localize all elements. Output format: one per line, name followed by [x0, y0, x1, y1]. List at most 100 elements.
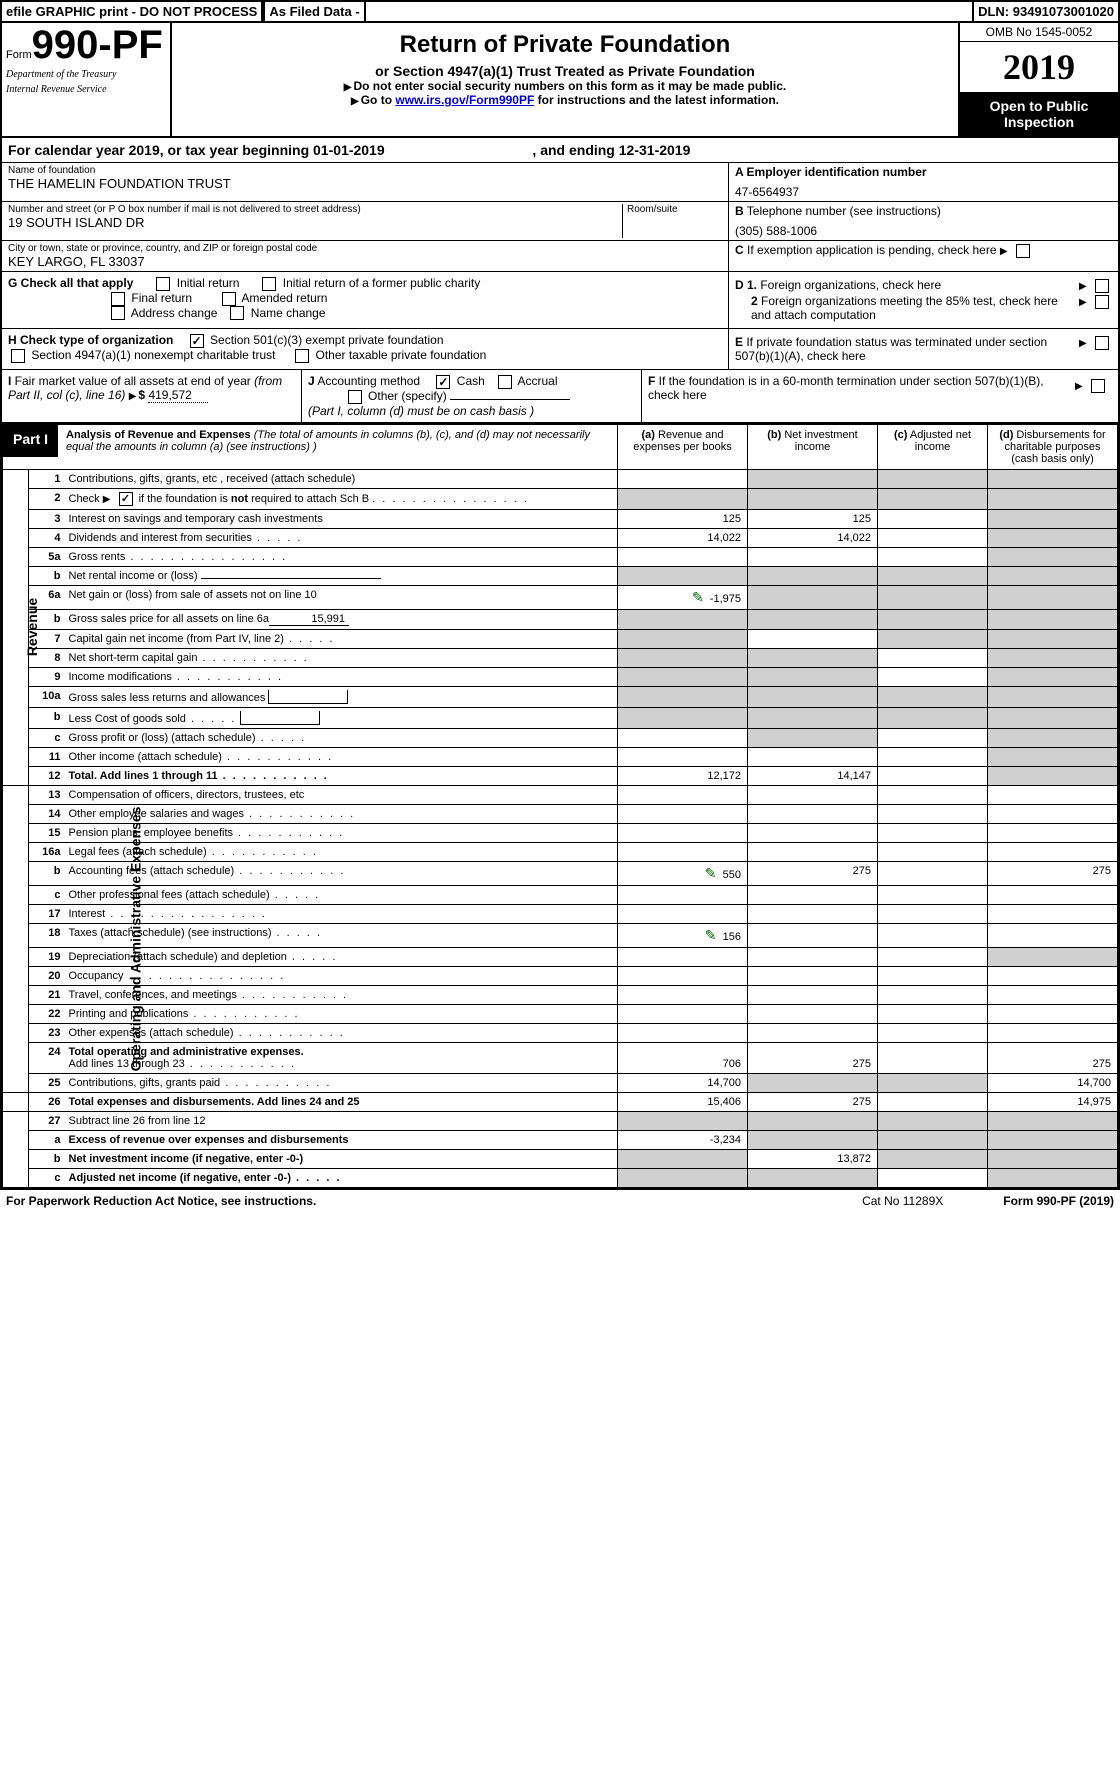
row-8: 8Net short-term capital gain	[3, 648, 1118, 667]
street-address: 19 SOUTH ISLAND DR	[8, 215, 622, 230]
row-17: 17Interest	[3, 904, 1118, 923]
checkbox-other-taxable[interactable]	[295, 349, 309, 363]
row-6b: bGross sales price for all assets on lin…	[3, 609, 1118, 629]
row-10c: cGross profit or (loss) (attach schedule…	[3, 728, 1118, 747]
checkbox-e[interactable]	[1095, 336, 1109, 350]
attach-icon[interactable]: ✎	[692, 589, 704, 605]
calendar-year-row: For calendar year 2019, or tax year begi…	[2, 138, 1118, 163]
name-ein-row: Name of foundation THE HAMELIN FOUNDATIO…	[2, 163, 1118, 202]
form-footer: Form 990-PF (2019)	[1003, 1194, 1114, 1208]
checkbox-final-return[interactable]	[111, 292, 125, 306]
row-19: 19Depreciation (attach schedule) and dep…	[3, 947, 1118, 966]
row-16c: cOther professional fees (attach schedul…	[3, 885, 1118, 904]
instr-1: Do not enter social security numbers on …	[176, 79, 954, 93]
dln-label: DLN:	[978, 4, 1009, 19]
row-4: 4Dividends and interest from securities …	[3, 528, 1118, 547]
checkbox-sch-b[interactable]	[119, 492, 133, 506]
row-10a: 10aGross sales less returns and allowanc…	[3, 686, 1118, 707]
check-h-e-row: H Check type of organization Section 501…	[2, 329, 1118, 370]
checkbox-f[interactable]	[1091, 379, 1105, 393]
row-1: Revenue 1Contributions, gifts, grants, e…	[3, 469, 1118, 488]
checkbox-d2[interactable]	[1095, 295, 1109, 309]
city-pending-row: City or town, state or province, country…	[2, 241, 1118, 272]
header-left: Form990-PF Department of the Treasury In…	[2, 23, 172, 136]
dln-value: 93491073001020	[1013, 4, 1114, 19]
row-12: 12Total. Add lines 1 through 11 12,17214…	[3, 766, 1118, 785]
row-5b: bNet rental income or (loss)	[3, 566, 1118, 585]
j-accounting: J Accounting method Cash Accrual Other (…	[302, 370, 642, 422]
row-27a: aExcess of revenue over expenses and dis…	[3, 1130, 1118, 1149]
row-22: 22Printing and publications	[3, 1004, 1118, 1023]
col-b-header: (b) Net investment income	[748, 424, 878, 469]
checkbox-cash[interactable]	[436, 375, 450, 389]
checkbox-name-change[interactable]	[230, 306, 244, 320]
d2-85pct: 2 Foreign organizations meeting the 85% …	[735, 294, 1112, 322]
col-d-header: (d) Disbursements for charitable purpose…	[988, 424, 1118, 469]
as-filed-label: As Filed Data -	[263, 2, 365, 21]
instr-2: Go to www.irs.gov/Form990PF for instruct…	[176, 93, 954, 107]
dept-treasury: Department of the Treasury	[6, 69, 166, 80]
i-fmv: I Fair market value of all assets at end…	[2, 370, 302, 422]
row-11: 11Other income (attach schedule)	[3, 747, 1118, 766]
row-20: 20Occupancy	[3, 966, 1118, 985]
checkbox-initial-return[interactable]	[156, 277, 170, 291]
row-9: 9Income modifications	[3, 667, 1118, 686]
attach-icon[interactable]: ✎	[705, 865, 717, 881]
row-2-desc: Check if the foundation is not required …	[65, 488, 618, 509]
checkbox-501c3[interactable]	[190, 334, 204, 348]
row-27b: bNet investment income (if negative, ent…	[3, 1149, 1118, 1168]
row-2: 2 Check if the foundation is not require…	[3, 488, 1118, 509]
attach-icon[interactable]: ✎	[705, 927, 717, 943]
j-note: (Part I, column (d) must be on cash basi…	[308, 404, 534, 418]
form-number: 990-PF	[32, 23, 163, 67]
checkbox-address-change[interactable]	[111, 306, 125, 320]
ein-label: A Employer identification number	[735, 165, 1112, 179]
checkbox-d1[interactable]	[1095, 279, 1109, 293]
city-state-zip: KEY LARGO, FL 33037	[8, 254, 722, 269]
check-g-d-row: G Check all that apply Initial return In…	[2, 272, 1118, 329]
cat-number: Cat No 11289X	[862, 1194, 943, 1208]
dln: DLN: 93491073001020	[972, 2, 1118, 21]
f-60month: F If the foundation is in a 60-month ter…	[642, 370, 1118, 422]
checkbox-c[interactable]	[1016, 244, 1030, 258]
row-7: 7Capital gain net income (from Part IV, …	[3, 629, 1118, 648]
name-label: Name of foundation	[8, 165, 722, 176]
row-25: 25Contributions, gifts, grants paid 14,7…	[3, 1073, 1118, 1092]
inspection-notice: Open to Public Inspection	[960, 92, 1118, 136]
omb-number: OMB No 1545-0052	[960, 23, 1118, 42]
checkbox-accrual[interactable]	[498, 375, 512, 389]
form-page: efile GRAPHIC print - DO NOT PROCESS As …	[0, 0, 1120, 1190]
row-6a: 6aNet gain or (loss) from sale of assets…	[3, 585, 1118, 609]
phone-label: Telephone number (see instructions)	[747, 204, 941, 218]
irs-link[interactable]: www.irs.gov/Form990PF	[395, 93, 534, 107]
form-title: Return of Private Foundation	[176, 31, 954, 59]
side-revenue: Revenue	[3, 469, 29, 785]
h-label: H Check type of organization	[8, 333, 173, 347]
header-right: OMB No 1545-0052 2019 Open to Public Ins…	[958, 23, 1118, 136]
checkbox-initial-former[interactable]	[262, 277, 276, 291]
form-label: Form	[6, 49, 32, 61]
header-row: Form990-PF Department of the Treasury In…	[2, 23, 1118, 138]
row-23: 23Other expenses (attach schedule)	[3, 1023, 1118, 1042]
part1-table: Part I Analysis of Revenue and Expenses …	[2, 424, 1118, 1188]
form-subtitle: or Section 4947(a)(1) Trust Treated as P…	[176, 63, 954, 79]
part1-title: Analysis of Revenue and Expenses (The to…	[58, 425, 617, 457]
col-a-header: (a) Revenue and expenses per books	[618, 424, 748, 469]
checkbox-4947a1[interactable]	[11, 349, 25, 363]
ein-value: 47-6564937	[735, 185, 1112, 199]
paperwork-notice: For Paperwork Reduction Act Notice, see …	[6, 1194, 316, 1208]
row-27c: cAdjusted net income (if negative, enter…	[3, 1168, 1118, 1187]
row-14: 14Other employee salaries and wages	[3, 804, 1118, 823]
g-label: G Check all that apply	[8, 276, 133, 290]
c-pending: C If exemption application is pending, c…	[735, 243, 1112, 258]
checkbox-amended[interactable]	[222, 292, 236, 306]
checkbox-other-method[interactable]	[348, 390, 362, 404]
row-18: 18Taxes (attach schedule) (see instructi…	[3, 923, 1118, 947]
row-16a: 16aLegal fees (attach schedule)	[3, 842, 1118, 861]
footer: For Paperwork Reduction Act Notice, see …	[0, 1190, 1120, 1212]
room-label: Room/suite	[627, 204, 722, 215]
top-bar: efile GRAPHIC print - DO NOT PROCESS As …	[2, 2, 1118, 23]
row-27: 27Subtract line 26 from line 12	[3, 1111, 1118, 1130]
foundation-name: THE HAMELIN FOUNDATION TRUST	[8, 176, 722, 191]
e-terminated: E If private foundation status was termi…	[735, 335, 1112, 363]
